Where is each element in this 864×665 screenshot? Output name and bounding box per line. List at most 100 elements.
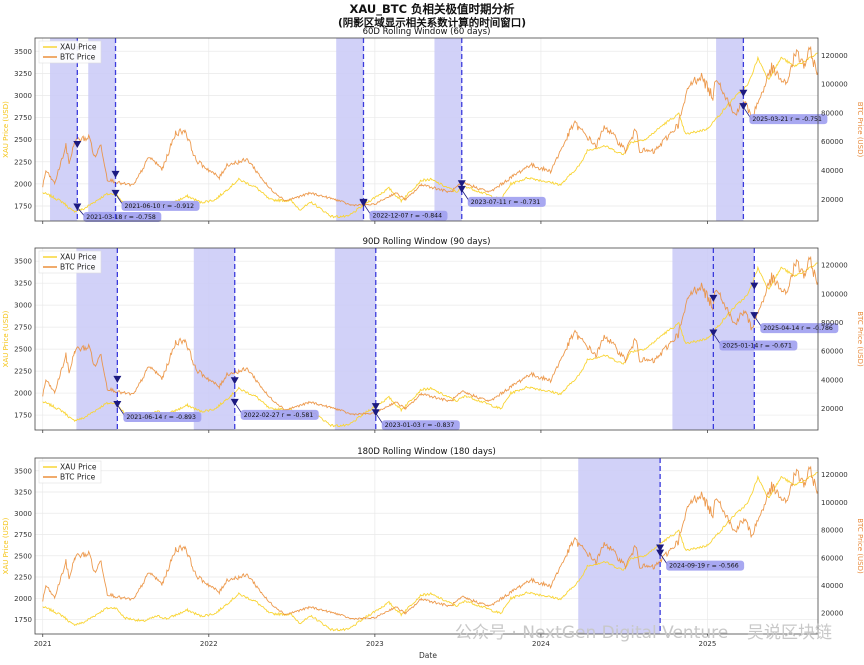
y-right-tick-label: 120000 [821, 52, 848, 60]
annotation-label: 2025-04-14 r = -0.786 [763, 325, 833, 332]
legend-label-btc: BTC Price [60, 263, 96, 272]
y-left-tick-label: 2750 [14, 114, 32, 122]
y-left-tick-label: 3250 [14, 489, 32, 497]
y-left-tick-label: 3000 [14, 510, 32, 518]
y-right-tick-label: 80000 [821, 109, 843, 117]
legend-label-btc: BTC Price [60, 53, 96, 62]
figure-title: XAU_BTC 负相关极值时期分析 [349, 2, 515, 17]
marker-btc [739, 103, 748, 111]
x-tick-label: 2022 [200, 640, 218, 648]
y-right-tick-label: 40000 [821, 167, 843, 175]
y-left-tick-label: 1750 [14, 616, 32, 624]
annotation-box [240, 409, 319, 420]
y-left-tick-label: 2750 [14, 531, 32, 539]
window-shade [716, 38, 744, 221]
y-left-tick-label: 2000 [14, 390, 32, 398]
marker-xau [230, 398, 239, 406]
y-left-tick-label: 2750 [14, 324, 32, 332]
x-tick-label: 2023 [366, 640, 384, 648]
marker-btc [73, 141, 82, 149]
annotation-box [121, 200, 200, 211]
y-left-axis-label: XAU Price (USD) [2, 310, 10, 367]
window-shade [578, 458, 661, 634]
annotation-date: 2025-01-14 [722, 343, 758, 350]
x-tick-label: 2021 [34, 640, 52, 648]
watermark-text-2: 吴说区块链 [747, 623, 832, 643]
annotation-box [83, 212, 162, 222]
marker-xau [709, 329, 718, 337]
y-left-tick-label: 2500 [14, 346, 32, 354]
annotation-date: 2023-07-11 [471, 199, 507, 206]
annotation-date: 2024-09-19 [669, 563, 705, 570]
y-right-tick-label: 40000 [821, 582, 843, 590]
plot-frame [34, 37, 819, 222]
annotation-label: 2021-03-18 r = -0.758 [86, 214, 156, 221]
legend-label-xau: XAU Price [60, 43, 97, 52]
y-left-tick-label: 3250 [14, 280, 32, 288]
annotation-label: 2021-06-14 r = -0.893 [126, 414, 196, 421]
y-left-tick-label: 3000 [14, 92, 32, 100]
x-tick-label: 2025 [699, 640, 717, 648]
y-left-tick-label: 3500 [14, 467, 32, 475]
marker-btc [359, 199, 368, 207]
marker-btc [113, 375, 122, 383]
annotation-label: 2022-02-27 r = -0.581 [244, 412, 314, 419]
marker-btc [230, 377, 239, 385]
y-right-axis-label: BTC Price (USD) [856, 311, 864, 367]
figure-subtitle: (阴影区域显示相关系数计算的时间窗口) [338, 16, 526, 29]
marker-xau [371, 403, 380, 411]
y-left-tick-label: 2250 [14, 574, 32, 582]
y-right-axis-label: BTC Price (USD) [856, 102, 864, 158]
y-left-tick-label: 2250 [14, 368, 32, 376]
annotation-box [123, 411, 202, 422]
annotation-date: 2025-04-14 [763, 325, 799, 332]
y-right-axis-label: BTC Price (USD) [856, 518, 864, 574]
annotation-box [760, 323, 839, 334]
y-right-tick-label: 20000 [821, 196, 843, 204]
window-shade [672, 248, 714, 430]
marker-xau [111, 189, 120, 197]
annotation-corr: r = -0.758 [122, 214, 156, 221]
y-right-tick-label: 120000 [821, 471, 848, 479]
panel-2: 90D Rolling Window (90 days) 2021-06-14 r… [2, 237, 864, 433]
window-shade [76, 248, 118, 430]
y-right-tick-label: 100000 [821, 81, 848, 89]
window-shade [334, 248, 376, 430]
annotation-box [381, 420, 460, 431]
y-right-tick-label: 60000 [821, 138, 843, 146]
y-right-tick-label: 40000 [821, 376, 843, 384]
y-left-tick-label: 3250 [14, 70, 32, 78]
annotation-corr: r = -0.731 [507, 199, 541, 206]
marker-xau [73, 203, 82, 211]
marker-btc [111, 170, 120, 178]
plot-frame [34, 457, 819, 635]
panel-3: 180D Rolling Window (180 days) 2024-09-19… [2, 447, 864, 648]
window-shade [193, 248, 235, 430]
marker-btc [750, 312, 759, 320]
window-shade [50, 38, 78, 221]
annotation-corr: r = -0.844 [408, 213, 442, 220]
annotation-label: 2023-01-03 r = -0.837 [385, 422, 455, 429]
series-line-btc [42, 45, 818, 207]
annotation-label: 2024-09-19 r = -0.566 [669, 563, 739, 570]
y-left-tick-label: 3000 [14, 302, 32, 310]
annotation-corr: r = -0.786 [799, 325, 833, 332]
window-shade [713, 248, 755, 430]
panel-title: 180D Rolling Window (180 days) [357, 447, 496, 457]
y-left-axis-label: XAU Price (USD) [2, 517, 10, 574]
marker-xau [739, 89, 748, 97]
window-shade [336, 38, 364, 221]
y-left-tick-label: 2000 [14, 180, 32, 188]
annotation-label: 2023-07-11 r = -0.731 [471, 199, 541, 206]
y-left-tick-label: 1750 [14, 412, 32, 420]
window-shade [88, 38, 116, 221]
annotation-box [666, 560, 745, 571]
panel-1: 60D Rolling Window (60 days) 2021-03-18 r… [2, 27, 864, 224]
annotation-corr: r = -0.751 [788, 116, 822, 123]
series-line-xau [42, 472, 818, 632]
annotation-date: 2025-03-21 [752, 116, 788, 123]
marker-xau [750, 282, 759, 290]
annotation-corr: r = -0.566 [705, 563, 739, 570]
annotation-corr: r = -0.837 [421, 422, 455, 429]
